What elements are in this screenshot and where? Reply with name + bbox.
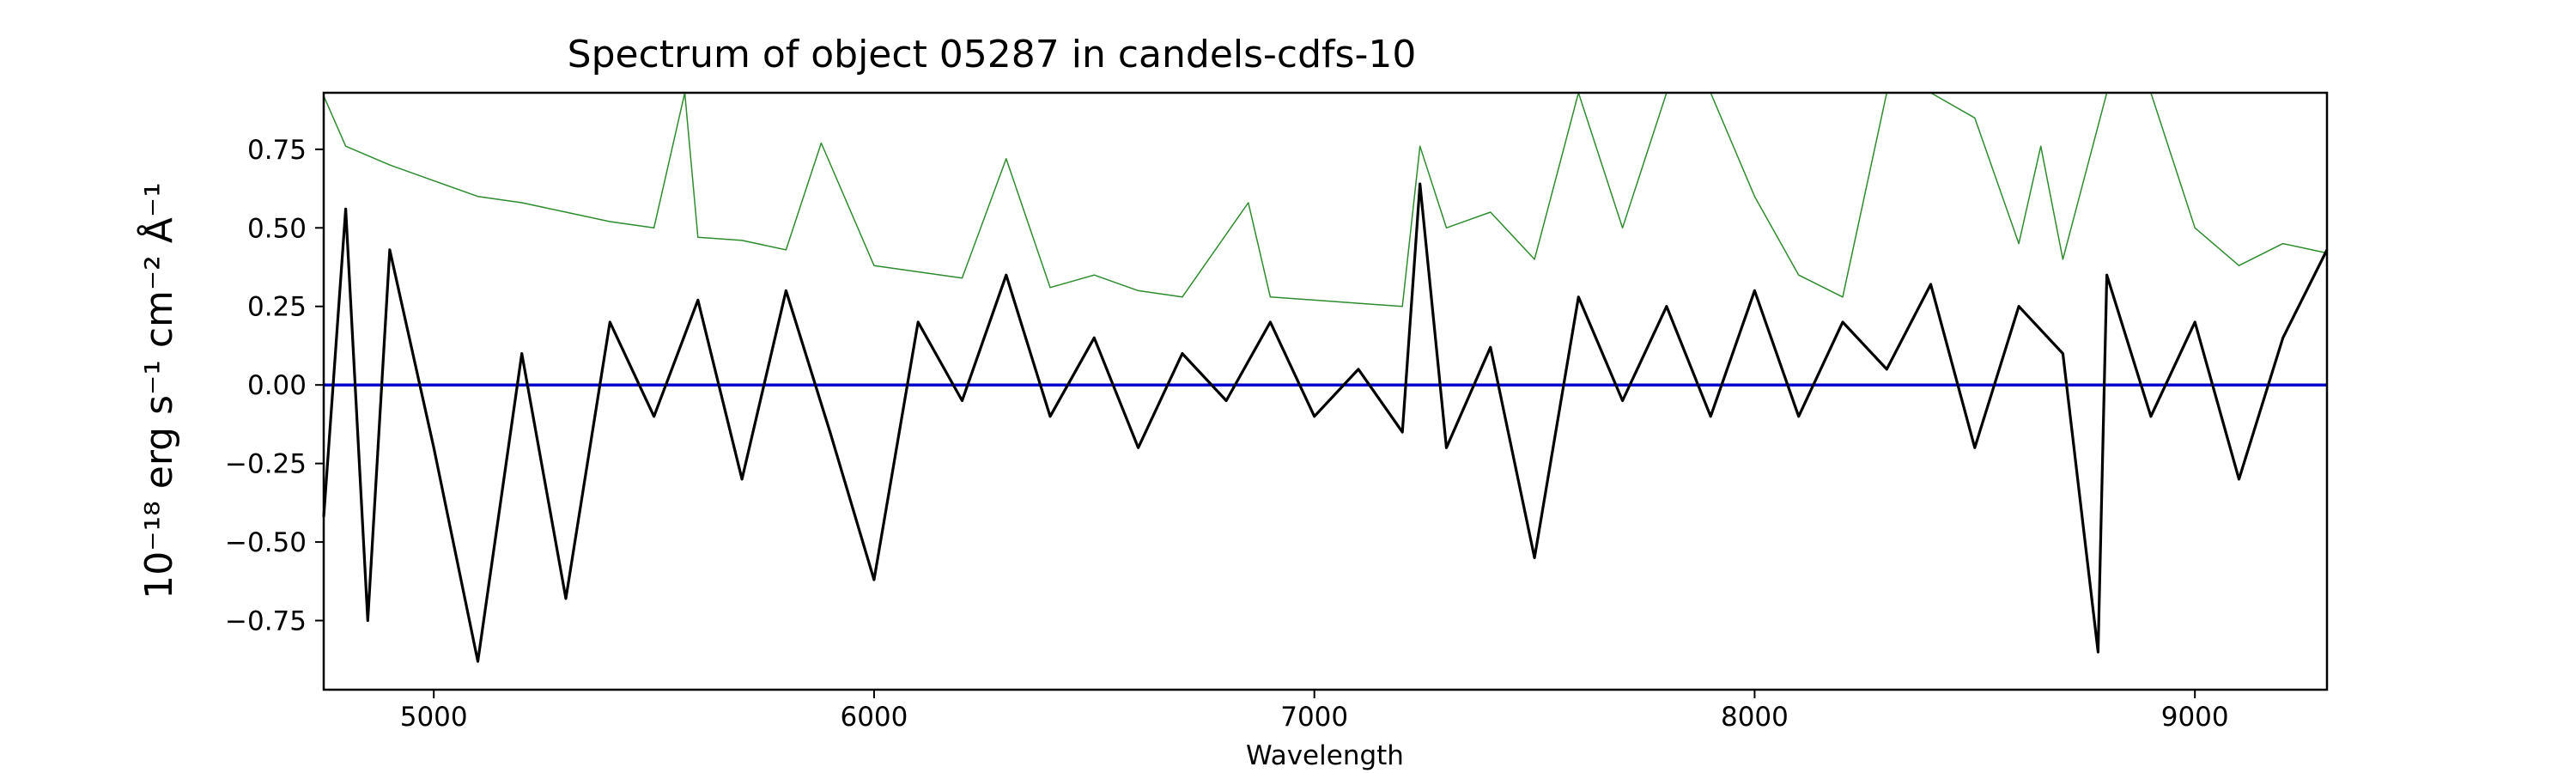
series-flux-line [322, 182, 2329, 663]
y-tick-label: 0.25 [247, 292, 307, 323]
y-tick-label: −0.50 [225, 527, 307, 558]
y-tick-label: −0.75 [225, 606, 307, 637]
x-tick-label: 8000 [1721, 702, 1789, 733]
plot-area [322, 92, 2329, 663]
series-error-line [323, 92, 2328, 307]
x-tick-label: 9000 [2161, 702, 2229, 733]
axis-ticks: 5000 6000 7000 8000 9000 0.75 0.50 0.25 0.00 −0.2… [225, 135, 2229, 733]
y-tick-label: 0.00 [247, 370, 307, 401]
chart-title: Spectrum of object 05287 in candels-cdfs… [568, 33, 1417, 76]
x-tick-label: 7000 [1280, 702, 1348, 733]
x-axis-label: Wavelength [1246, 740, 1404, 771]
y-axis-label: 10⁻¹⁸ erg s⁻¹ cm⁻² Å⁻¹ [136, 182, 181, 599]
plot-frame [322, 91, 2329, 691]
y-tick-label: −0.25 [225, 449, 307, 480]
y-tick-label: 0.50 [247, 213, 307, 244]
x-tick-label: 5000 [400, 702, 468, 733]
y-tick-label: 0.75 [247, 135, 307, 166]
x-tick-label: 6000 [840, 702, 908, 733]
